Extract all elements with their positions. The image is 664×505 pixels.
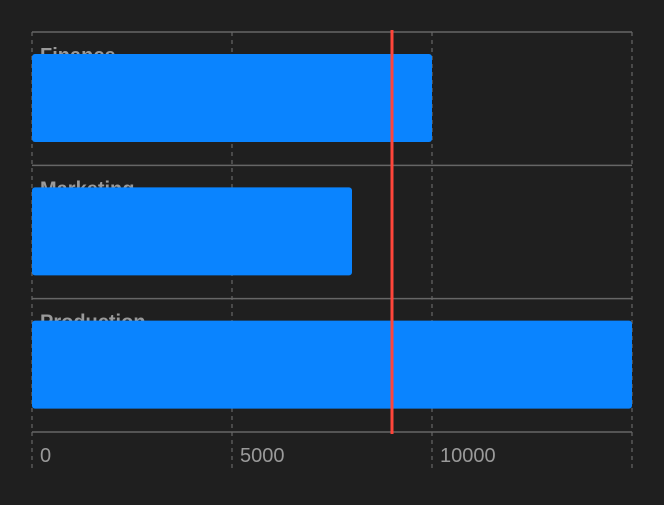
x-tick-label: 5000 [240, 445, 285, 467]
bar-marketing [32, 187, 352, 276]
bar-layer [32, 54, 632, 409]
x-tick-label: 0 [40, 445, 51, 467]
bar-production [32, 320, 632, 409]
x-tick-label: 10000 [440, 445, 496, 467]
x-axis-tick-layer: 0 5000 10000 [40, 445, 496, 467]
bar-finance [32, 54, 432, 142]
